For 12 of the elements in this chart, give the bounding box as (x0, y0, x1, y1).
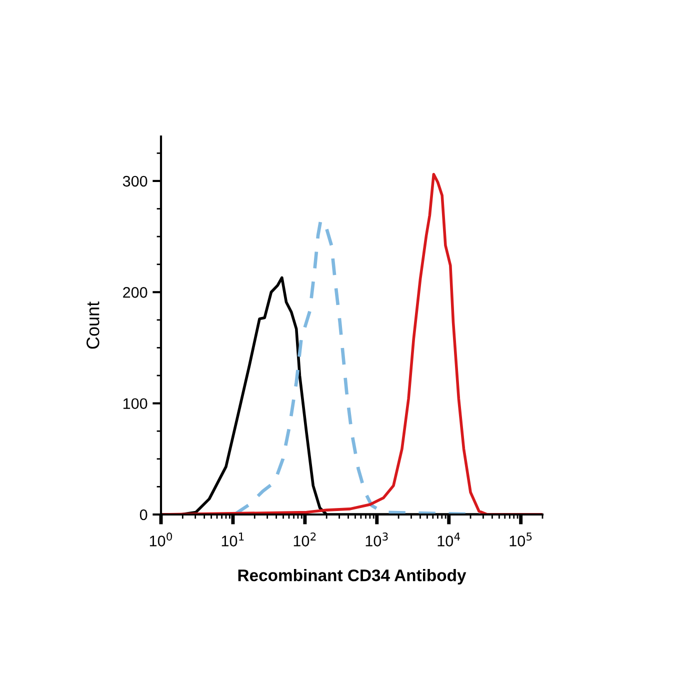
y-axis-title: Count (86, 302, 100, 349)
x-axis-title: Recombinant CD34 Antibody (238, 569, 466, 585)
x-tick-label: 10$^{3}$ (366, 532, 388, 546)
y-tick-label: 100 (123, 398, 148, 410)
x-tick-label: 10$^{0}$ (150, 532, 172, 546)
x-tick-label: 10$^{4}$ (438, 532, 460, 546)
x-tick-label: 10$^{1}$ (222, 532, 244, 546)
x-tick-label: 10$^{5}$ (510, 532, 532, 546)
y-tick-label: 300 (122, 176, 148, 187)
y-tick-label: 200 (123, 287, 148, 298)
x-tick-label: 10$^{2}$ (294, 532, 316, 546)
y-tick-label: 0 (140, 509, 148, 520)
